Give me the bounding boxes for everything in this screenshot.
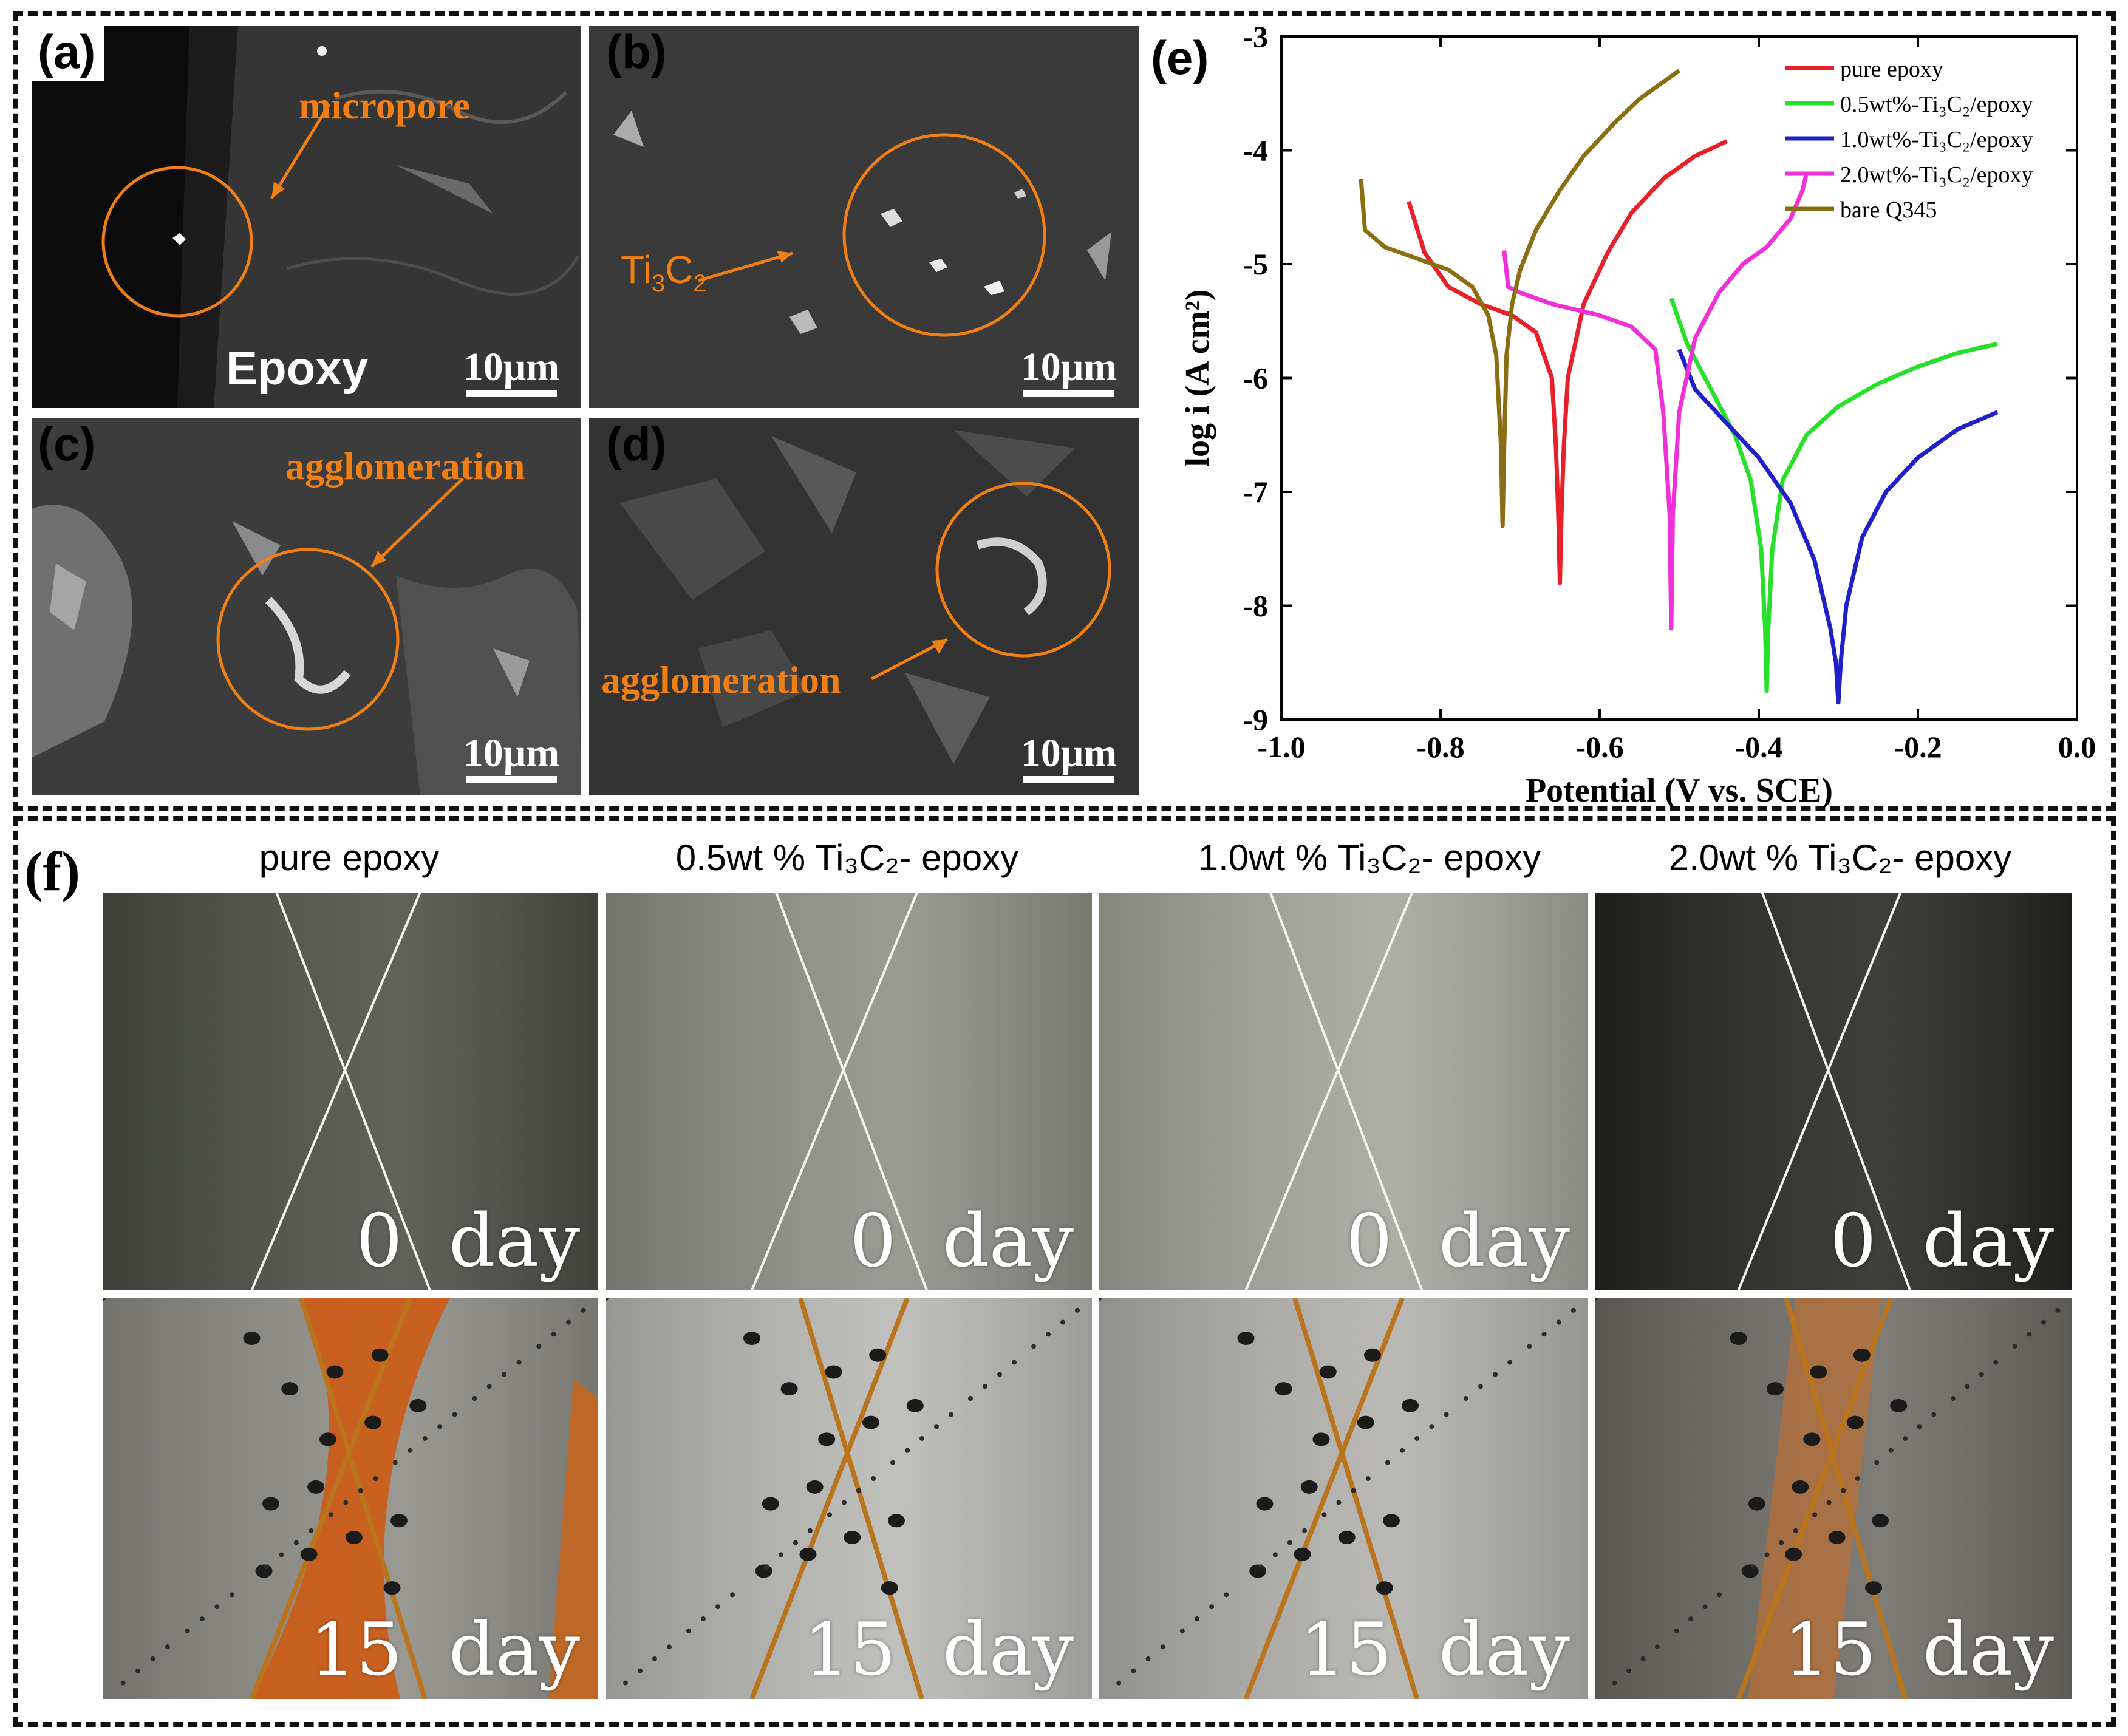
- x-tick-label: 0.0: [2058, 730, 2096, 764]
- scale-line-a: [466, 390, 557, 397]
- sem-image-b: (b) Ti3C2 10μm: [589, 26, 1139, 408]
- sem-texture-b: [589, 26, 1139, 408]
- photo-bottom-1: 15 day: [103, 1298, 598, 1699]
- legend-label-5: bare Q345: [1840, 197, 1937, 223]
- day-label-top-4: 0 day: [1830, 1199, 2054, 1284]
- day-label-top-3: 0 day: [1346, 1199, 1570, 1284]
- series-line-1: [1407, 139, 1728, 585]
- panel-label-a: (a): [32, 26, 104, 81]
- legend-label-3: 1.0wt%-Ti₃C₂/epoxy: [1840, 127, 2033, 152]
- sem-texture-d: [589, 418, 1139, 795]
- photo-top-3: 0 day: [1099, 893, 1588, 1290]
- photo-top-2: 0 day: [606, 893, 1092, 1290]
- day-label-top-2: 0 day: [850, 1199, 1074, 1284]
- scale-bar-b: 10μm: [1008, 347, 1130, 397]
- y-tick-label: -4: [1243, 134, 1268, 168]
- scale-line-c: [466, 776, 557, 783]
- day-label-top-1: 0 day: [356, 1199, 580, 1284]
- day-label-bottom-4: 15 day: [1783, 1608, 2054, 1692]
- top-panel-frame: [13, 11, 2116, 811]
- day-label-bottom-1: 15 day: [309, 1608, 580, 1692]
- photo-top-4: 0 day: [1595, 893, 2072, 1290]
- scale-text-a: 10μm: [463, 345, 560, 389]
- legend-label-2: 0.5wt%-Ti₃C₂/epoxy: [1840, 92, 2033, 117]
- column-title-3: 1.0wt % Ti₃C₂- epoxy: [1198, 837, 1541, 878]
- panel-label-b: (b): [606, 26, 667, 78]
- legend-label-1: pure epoxy: [1840, 56, 1943, 82]
- micropore-annotation: micropore: [299, 84, 470, 127]
- scale-bar-c: 10μm: [451, 734, 572, 783]
- x-tick-label: -0.2: [1894, 730, 1942, 764]
- sem-image-c: (c) agglomeration 10μm: [32, 418, 581, 795]
- panel-label-f: (f): [24, 840, 80, 902]
- day-label-bottom-2: 15 day: [803, 1608, 1074, 1692]
- photo-bottom-3: 15 day: [1099, 1298, 1588, 1699]
- scale-text-b: 10μm: [1020, 345, 1117, 389]
- sem-image-d: (d) agglomeration 10μm: [589, 418, 1139, 795]
- x-axis-label: Potential (V vs. SCE): [1526, 772, 1833, 808]
- ti3c2-sub-3: 3: [651, 270, 666, 297]
- polarization-chart-svg: -1.0 -0.8 -0.6 -0.4 -0.2 0.0 -3 -4 -5 -6 -7 -8 -9 Pot…: [1179, 19, 2096, 809]
- series-line-2: [1669, 298, 1998, 693]
- scale-bar-d: 10μm: [1008, 734, 1130, 783]
- sem-texture-c: [32, 418, 581, 795]
- x-tick-label: -0.6: [1575, 730, 1623, 764]
- scale-line-d: [1023, 776, 1114, 783]
- scale-line-b: [1023, 390, 1114, 397]
- y-tick-label: -5: [1243, 247, 1268, 281]
- sem-texture-a: [32, 26, 581, 408]
- y-tick-label: -6: [1243, 361, 1268, 395]
- series-line-4: [1502, 172, 1809, 631]
- y-tick-label: -3: [1243, 24, 1268, 53]
- scale-bar-a: 10μm: [451, 347, 572, 397]
- column-title-1: pure epoxy: [259, 837, 440, 878]
- photo-top-1: 0 day: [103, 893, 598, 1290]
- panel-label-e: (e): [1151, 31, 1209, 84]
- y-axis-label: log i (A cm²): [1179, 289, 1216, 466]
- agglomeration-annotation-d: agglomeration: [601, 658, 841, 701]
- photo-bottom-4: 15 day: [1595, 1298, 2072, 1699]
- x-tick-label: -0.8: [1416, 730, 1464, 764]
- x-tick-label: -0.4: [1734, 730, 1782, 764]
- scale-text-d: 10μm: [1020, 731, 1117, 775]
- ti3c2-sub-2: 2: [693, 270, 707, 297]
- y-tick-label: -7: [1243, 475, 1268, 509]
- ti3c2-c: C: [665, 248, 694, 291]
- y-tick-label: -9: [1243, 703, 1268, 737]
- legend-label-4: 2.0wt%-Ti₃C₂/epoxy: [1840, 162, 2033, 188]
- series-line-5: [1359, 69, 1681, 528]
- agglomeration-annotation-c: agglomeration: [285, 444, 525, 488]
- column-title-4: 2.0wt % Ti₃C₂- epoxy: [1668, 837, 2012, 878]
- panel-label-d: (d): [606, 418, 667, 471]
- day-label-bottom-3: 15 day: [1299, 1608, 1570, 1692]
- ti3c2-annotation: Ti3C2: [621, 250, 707, 296]
- scale-text-c: 10μm: [463, 731, 560, 775]
- column-title-2: 0.5wt % Ti₃C₂- epoxy: [675, 837, 1019, 878]
- sem-image-a: (a) micropore Epoxy 10μm: [32, 26, 581, 408]
- ti3c2-ti: Ti: [621, 248, 652, 291]
- epoxy-label: Epoxy: [226, 341, 369, 395]
- x-tick-label: -1.0: [1257, 730, 1305, 764]
- panel-label-c: (c): [38, 418, 96, 471]
- polarization-chart: -1.0 -0.8 -0.6 -0.4 -0.2 0.0 -3 -4 -5 -6 -7 -8 -9 Pot…: [1172, 19, 2101, 809]
- series-line-3: [1677, 349, 1999, 705]
- y-tick-label: -8: [1243, 589, 1268, 623]
- photo-bottom-2: 15 day: [606, 1298, 1092, 1699]
- bottom-panel-frame: [13, 816, 2116, 1727]
